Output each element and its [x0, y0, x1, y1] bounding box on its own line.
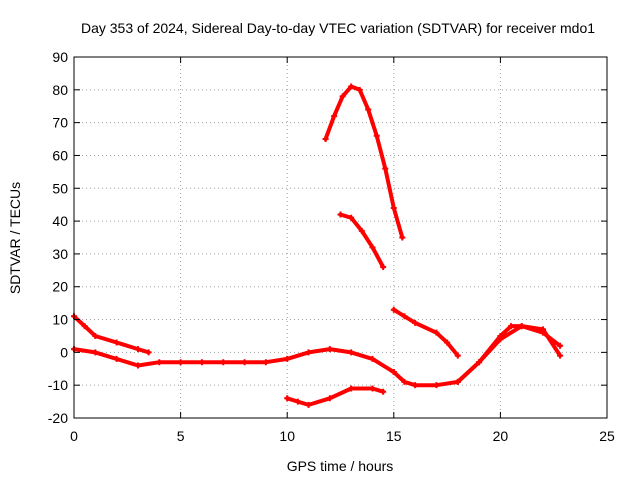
data-point-arc-4	[305, 401, 312, 408]
x-tick-label: 10	[279, 428, 295, 444]
data-point-arc-8	[557, 352, 564, 359]
data-point-arc-2	[284, 355, 291, 362]
series-layer	[71, 83, 564, 408]
data-point-arc-2	[348, 349, 355, 356]
y-tick-label: -20	[48, 410, 68, 426]
data-point-arc-5	[365, 106, 372, 113]
data-point-arc-3	[390, 369, 397, 376]
data-point-arc-5	[322, 136, 329, 143]
data-point-arc-2	[134, 362, 141, 369]
grid-layer	[74, 57, 607, 418]
data-point-arc-2	[113, 355, 120, 362]
data-point-arc-5	[331, 113, 338, 120]
chart-title: Day 353 of 2024, Sidereal Day-to-day VTE…	[81, 20, 595, 36]
data-point-arc-4	[380, 388, 387, 395]
data-point-arc-7	[454, 352, 461, 359]
series-line-arc-3	[391, 324, 563, 388]
data-point-arc-8	[497, 336, 504, 343]
data-point-arc-6	[369, 244, 376, 251]
data-point-arc-1	[81, 323, 88, 330]
series-line-arc-2	[72, 347, 396, 375]
y-tick-label: 80	[52, 82, 68, 98]
data-point-arc-7	[390, 306, 397, 313]
data-point-arc-1	[113, 339, 120, 346]
data-point-arc-3	[508, 323, 515, 330]
data-point-arc-5	[339, 93, 346, 100]
data-point-arc-5	[399, 234, 406, 241]
data-point-arc-5	[356, 86, 363, 93]
data-point-arc-2	[326, 346, 333, 353]
series-line-arc-4	[285, 386, 386, 407]
y-tick-label: 40	[52, 213, 68, 229]
data-point-arc-8	[540, 326, 547, 333]
data-point-arc-4	[294, 398, 301, 405]
y-tick-label: 60	[52, 147, 68, 163]
plot-frame	[73, 56, 608, 419]
data-point-arc-6	[337, 211, 344, 218]
data-point-arc-5	[348, 83, 355, 90]
data-point-arc-3	[557, 342, 564, 349]
data-point-arc-4	[284, 395, 291, 402]
data-point-arc-2	[305, 349, 312, 356]
data-point-arc-3	[412, 382, 419, 389]
data-point-arc-3	[433, 382, 440, 389]
data-point-arc-8	[454, 378, 461, 385]
series-line-arc-8	[455, 324, 563, 384]
data-point-arc-2	[198, 359, 205, 366]
data-point-arc-2	[220, 359, 227, 366]
data-point-arc-4	[326, 395, 333, 402]
data-point-arc-1	[92, 332, 99, 339]
x-tick-label: 25	[599, 428, 615, 444]
x-tick-label: 20	[493, 428, 509, 444]
y-tick-label: 30	[52, 246, 68, 262]
data-point-arc-6	[358, 227, 365, 234]
data-point-arc-4	[348, 385, 355, 392]
x-tick-label: 0	[70, 428, 78, 444]
data-point-arc-5	[373, 132, 380, 139]
x-axis-label: GPS time / hours	[287, 458, 394, 474]
y-tick-label: -10	[48, 377, 68, 393]
data-point-arc-2	[241, 359, 248, 366]
x-tick-label: 5	[177, 428, 185, 444]
y-tick-label: 10	[52, 312, 68, 328]
data-point-arc-2	[92, 349, 99, 356]
data-point-arc-2	[369, 355, 376, 362]
data-point-arc-3	[401, 378, 408, 385]
y-tick-label: 70	[52, 115, 68, 131]
data-point-arc-2	[262, 359, 269, 366]
series-line-arc-6	[338, 212, 386, 269]
series-line-arc-7	[391, 307, 460, 358]
data-point-arc-1	[145, 349, 152, 356]
data-point-arc-6	[348, 214, 355, 221]
y-tick-label: 20	[52, 279, 68, 295]
data-point-arc-7	[412, 319, 419, 326]
y-axis-label: SDTVAR / TECUs	[7, 182, 23, 294]
y-tick-label: 50	[52, 180, 68, 196]
data-point-arc-2	[177, 359, 184, 366]
data-point-arc-4	[369, 385, 376, 392]
data-point-arc-2	[156, 359, 163, 366]
y-tick-label: 90	[52, 49, 68, 65]
tick-layer: -20 -10 0 10 20 30 40 50 60 70 80 90 0 5 10 15 20 25	[48, 49, 615, 444]
data-point-arc-8	[518, 323, 525, 330]
series-line-arc-5	[323, 84, 405, 240]
data-point-arc-7	[401, 313, 408, 320]
y-tick-label: 0	[60, 344, 68, 360]
data-point-arc-6	[380, 264, 387, 271]
data-point-arc-7	[433, 329, 440, 336]
data-point-arc-5	[382, 165, 389, 172]
data-point-arc-8	[476, 359, 483, 366]
data-point-arc-7	[444, 339, 451, 346]
data-point-arc-1	[134, 346, 141, 353]
x-tick-label: 15	[386, 428, 402, 444]
data-point-arc-5	[390, 204, 397, 211]
